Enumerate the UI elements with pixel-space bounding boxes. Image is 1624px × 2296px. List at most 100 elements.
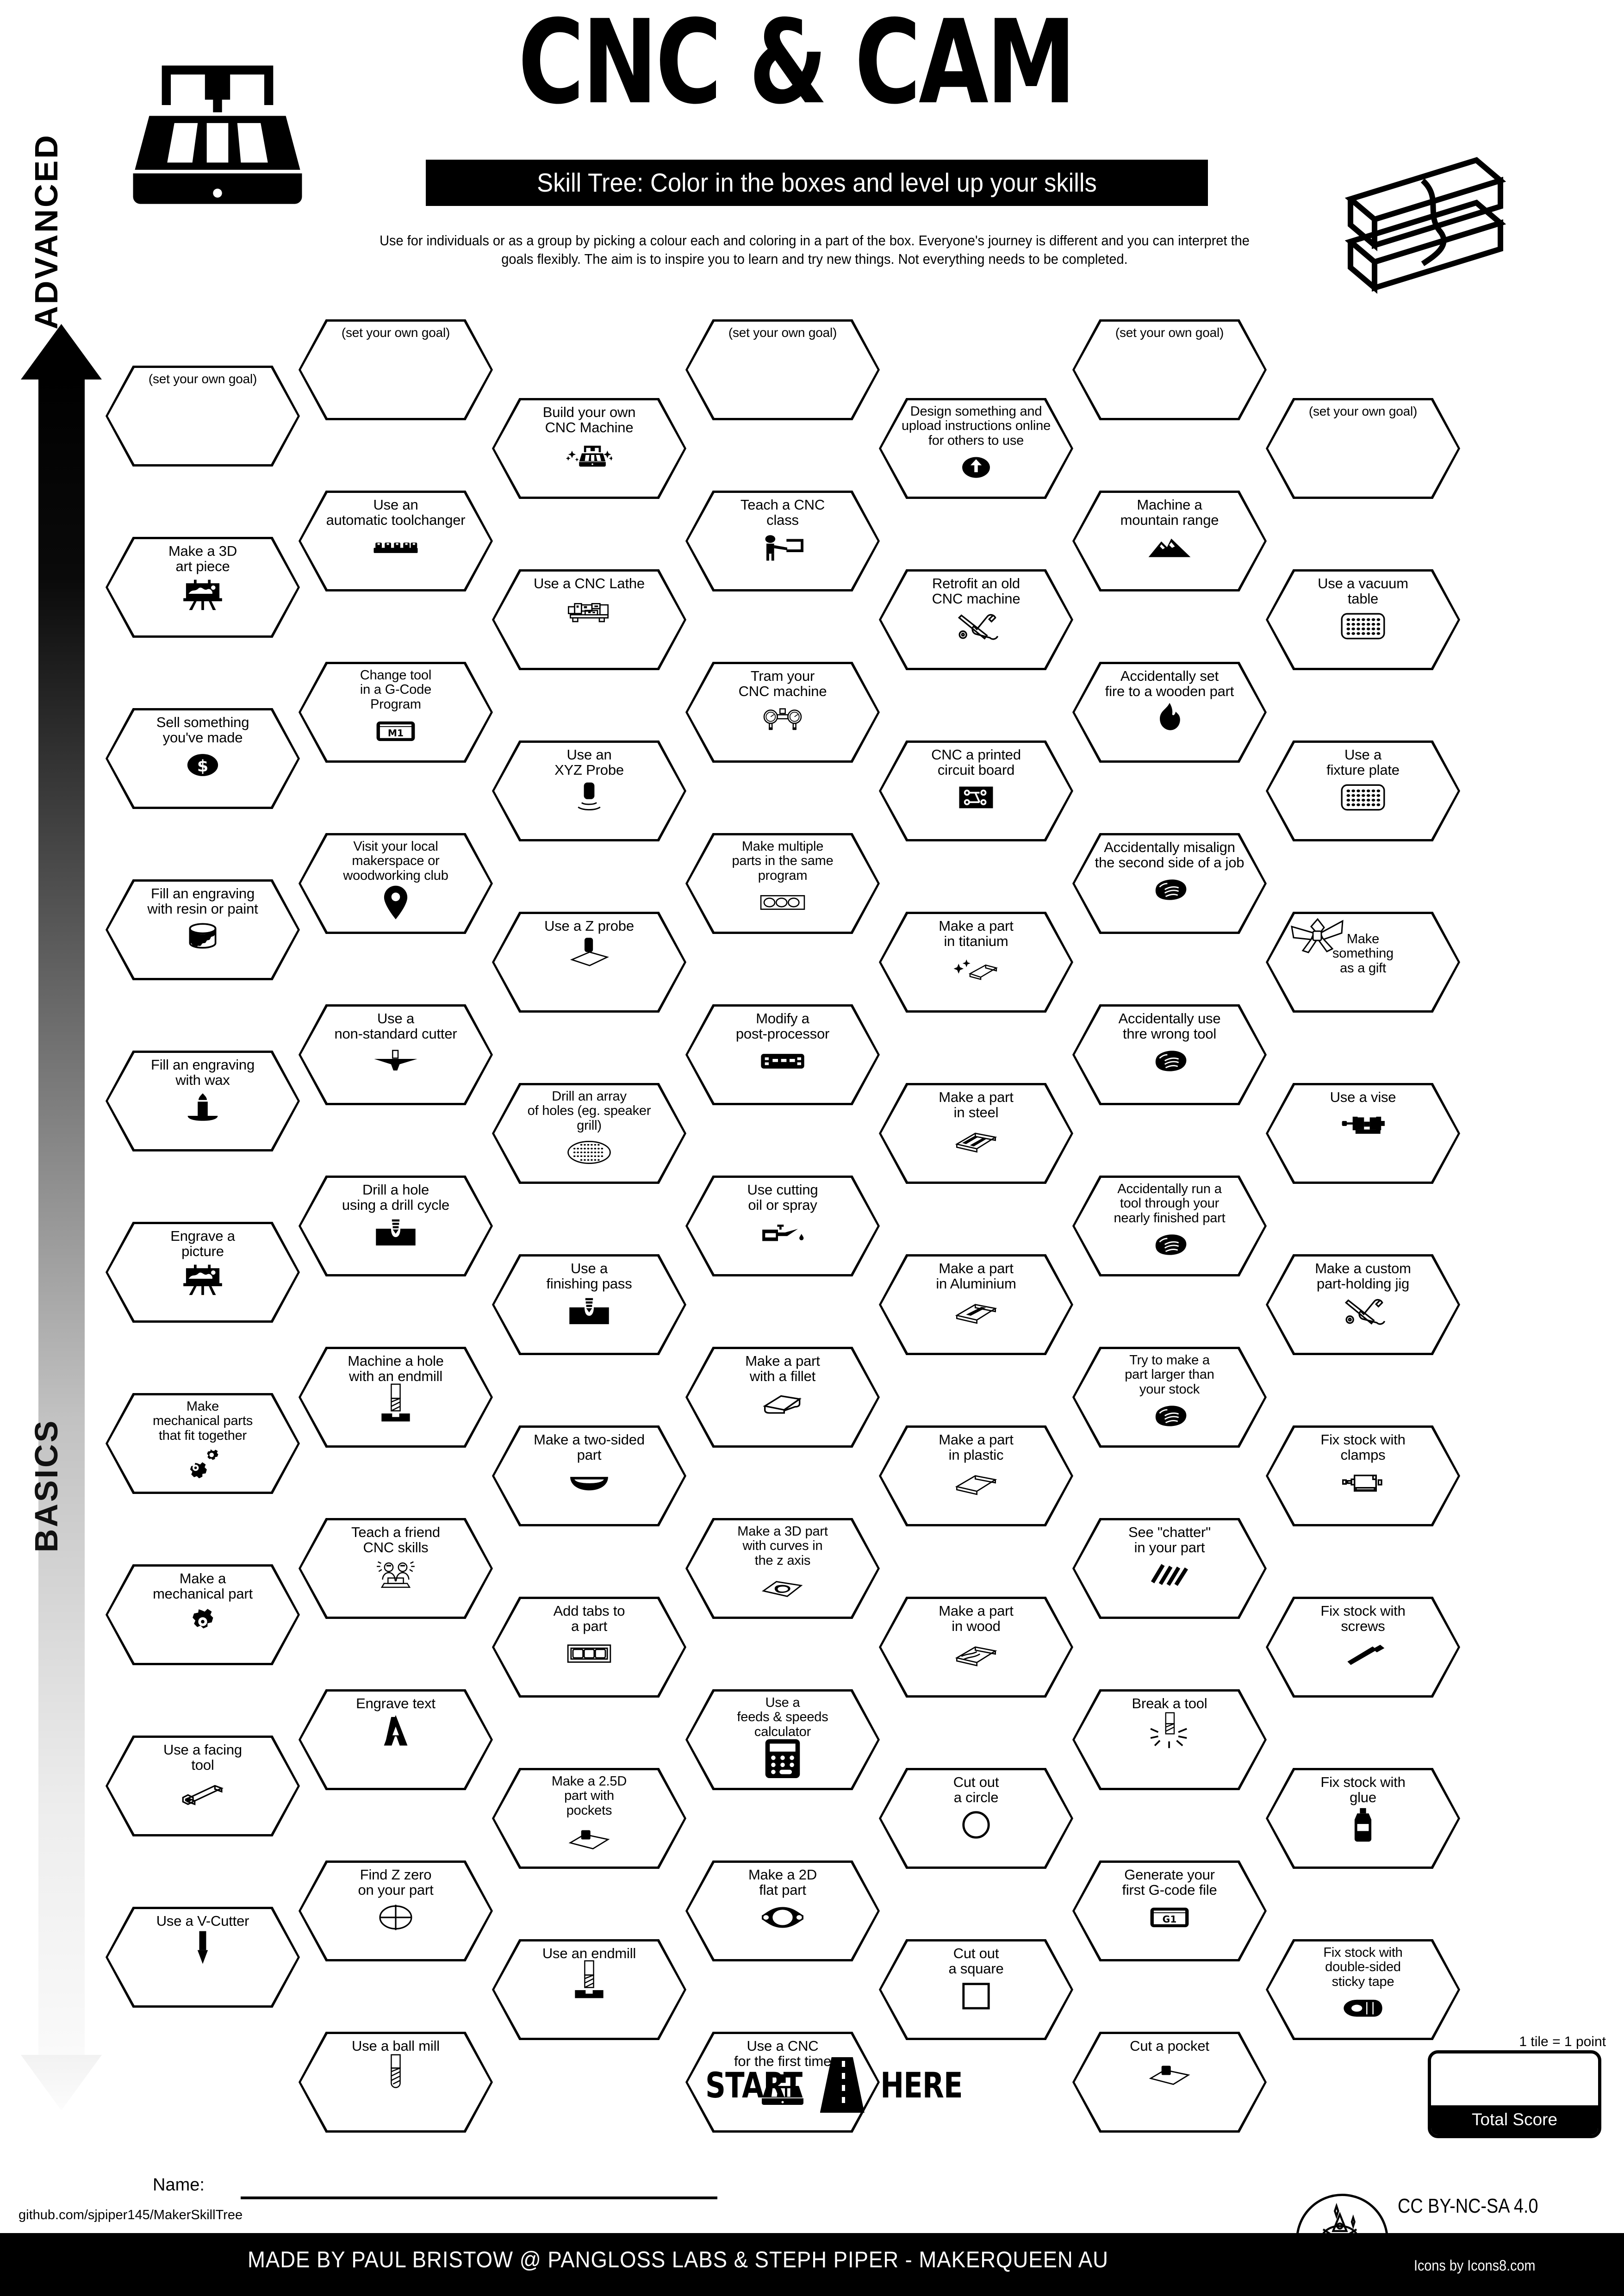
skill-tile[interactable]: Teach a CNC class [685, 491, 880, 591]
tile-fill-area[interactable] [494, 914, 684, 1010]
tile-fill-area[interactable] [688, 835, 877, 932]
tile-fill-area[interactable] [494, 1428, 684, 1524]
tile-fill-area[interactable] [108, 1738, 298, 1834]
skill-tile[interactable]: Retrofit an old CNC machine [879, 569, 1073, 670]
tile-fill-area[interactable] [881, 572, 1071, 668]
skill-tile[interactable]: Generate your first G-code file G1 [1072, 1860, 1267, 1961]
tile-fill-area[interactable] [301, 1692, 491, 1788]
skill-tile[interactable]: Sell something you've made $ [106, 708, 300, 809]
skill-tile[interactable]: Cut out a circle [879, 1768, 1073, 1869]
skill-tile[interactable]: Use cutting oil or spray [685, 1176, 880, 1276]
tile-fill-area[interactable] [881, 914, 1071, 1010]
skill-tile[interactable]: Use a CNC Lathe [492, 569, 686, 670]
tile-fill-area[interactable] [1268, 400, 1458, 497]
skill-tile[interactable]: Change tool in a G-Code Program M1 [299, 662, 493, 763]
tile-fill-area[interactable] [108, 1053, 298, 1149]
skill-tile[interactable]: Make a part in Aluminium [879, 1254, 1073, 1355]
skill-tile[interactable]: Make a 3D part with curves in the z axis [685, 1518, 880, 1619]
tile-fill-area[interactable] [1268, 1941, 1458, 2038]
skill-tile[interactable]: Drill an array of holes (eg. speaker gri… [492, 1083, 686, 1184]
skill-tile[interactable]: Use a ball mill [299, 2032, 493, 2133]
skill-tile[interactable]: Use a finishing pass [492, 1254, 686, 1355]
skill-tile[interactable]: Make something as a gift [1266, 912, 1460, 1013]
skill-tile[interactable]: Make a part with a fillet [685, 1347, 880, 1448]
skill-tile[interactable]: Fill an engraving with resin or paint [106, 879, 300, 980]
tile-fill-area[interactable] [1075, 322, 1264, 418]
tile-fill-area[interactable] [301, 1349, 491, 1445]
tile-fill-area[interactable] [494, 400, 684, 497]
total-score-box[interactable]: Total Score [1428, 2050, 1601, 2138]
skill-tile[interactable]: (set your own goal) [299, 319, 493, 420]
skill-tile[interactable]: Break a tool [1072, 1689, 1267, 1790]
skill-tile[interactable]: Cut a pocket [1072, 2032, 1267, 2133]
tile-fill-area[interactable] [494, 1599, 684, 1695]
tile-fill-area[interactable] [1075, 1349, 1264, 1445]
github-link[interactable]: github.com/sjpiper145/MakerSkillTree [19, 2208, 243, 2222]
skill-tile[interactable]: Engrave text [299, 1689, 493, 1790]
skill-tile[interactable]: Add tabs to a part [492, 1597, 686, 1698]
skill-tile[interactable]: Accidentally use thre wrong tool [1072, 1004, 1267, 1105]
tile-fill-area[interactable] [301, 664, 491, 760]
skill-tile[interactable]: Use an XYZ Probe [492, 740, 686, 841]
tile-fill-area[interactable] [688, 1349, 877, 1445]
skill-tile[interactable]: (set your own goal) [106, 366, 300, 467]
skill-tile[interactable]: Cut out a square [879, 1939, 1073, 2040]
skill-tile[interactable]: Find Z zero on your part [299, 1860, 493, 1961]
skill-tile[interactable]: Make a mechanical part [106, 1564, 300, 1665]
skill-tile[interactable]: (set your own goal) [1072, 319, 1267, 420]
skill-tile[interactable]: Use a non-standard cutter [299, 1004, 493, 1105]
skill-tile[interactable]: Use a V-Cutter [106, 1907, 300, 2008]
skill-tile[interactable]: Machine a hole with an endmill [299, 1347, 493, 1448]
skill-tile[interactable]: Make a part in steel [879, 1083, 1073, 1184]
tile-fill-area[interactable] [1268, 1257, 1458, 1353]
skill-tile[interactable]: Make mechanical parts that fit together [106, 1393, 300, 1494]
skill-tile[interactable]: Make a 2D flat part [685, 1860, 880, 1961]
tile-fill-area[interactable] [688, 1520, 877, 1617]
tile-fill-area[interactable] [301, 1178, 491, 1274]
name-field[interactable]: Name: [153, 2175, 754, 2199]
tile-fill-area[interactable] [1268, 1599, 1458, 1695]
skill-tile[interactable]: Tram your CNC machine [685, 662, 880, 763]
tile-fill-area[interactable] [688, 664, 877, 760]
skill-tile[interactable]: Use a facing tool [106, 1736, 300, 1836]
skill-tile[interactable]: Fix stock with double-sided sticky tape [1266, 1939, 1460, 2040]
tile-fill-area[interactable] [1075, 1692, 1264, 1788]
tile-fill-area[interactable] [301, 1007, 491, 1103]
skill-tile[interactable]: Make a 2.5D part with pockets [492, 1768, 686, 1869]
skill-tile[interactable]: Fix stock with screws [1266, 1597, 1460, 1698]
skill-tile[interactable]: Machine a mountain range [1072, 491, 1267, 591]
skill-tile[interactable]: Build your own CNC Machine [492, 398, 686, 499]
skill-tile[interactable]: Teach a friend CNC skills [299, 1518, 493, 1619]
tile-fill-area[interactable] [301, 322, 491, 418]
skill-tile[interactable]: Use a feeds & speeds calculator [685, 1689, 880, 1790]
tile-fill-area[interactable] [494, 1085, 684, 1182]
tile-fill-area[interactable] [881, 1770, 1071, 1867]
skill-tile[interactable]: Drill a hole using a drill cycle [299, 1176, 493, 1276]
skill-tile[interactable]: Use an automatic toolchanger [299, 491, 493, 591]
skill-tile[interactable]: Use an endmill [492, 1939, 686, 2040]
skill-tile[interactable]: Use a Z probe [492, 912, 686, 1013]
tile-fill-area[interactable] [688, 493, 877, 589]
tile-fill-area[interactable] [301, 2034, 491, 2130]
skill-tile[interactable]: Visit your local makerspace or woodworki… [299, 833, 493, 934]
tile-fill-area[interactable] [688, 322, 877, 418]
tile-fill-area[interactable] [881, 1941, 1071, 2038]
skill-tile[interactable]: Engrave a picture [106, 1222, 300, 1323]
tile-fill-area[interactable] [1075, 493, 1264, 589]
skill-tile[interactable]: Design something and upload instructions… [879, 398, 1073, 499]
skill-tile[interactable]: Accidentally set fire to a wooden part [1072, 662, 1267, 763]
skill-tile[interactable]: Use a fixture plate [1266, 740, 1460, 841]
tile-fill-area[interactable] [1075, 2034, 1264, 2130]
tile-fill-area[interactable] [108, 1395, 298, 1492]
skill-tile[interactable]: Make a part in wood [879, 1597, 1073, 1698]
tile-fill-area[interactable] [494, 1770, 684, 1867]
skill-tile[interactable]: (set your own goal) [1266, 398, 1460, 499]
skill-tile[interactable]: Modify a post-processor [685, 1004, 880, 1105]
skill-tile[interactable]: Make a part in plastic [879, 1425, 1073, 1526]
skill-tile[interactable]: Use a vacuum table [1266, 569, 1460, 670]
skill-tile[interactable]: Try to make a part larger than your stoc… [1072, 1347, 1267, 1448]
tile-fill-area[interactable] [494, 572, 684, 668]
skill-tile[interactable]: Make multiple parts in the same program [685, 833, 880, 934]
skill-tile[interactable]: See "chatter" in your part [1072, 1518, 1267, 1619]
skill-tile[interactable]: Fix stock with clamps [1266, 1425, 1460, 1526]
